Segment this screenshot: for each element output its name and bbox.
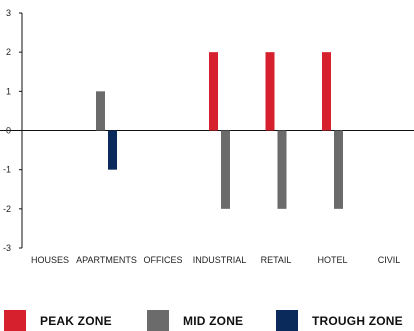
y-tick-label: 0: [6, 126, 11, 136]
y-tick-label: 3: [6, 8, 11, 18]
bar-mid-zone: [334, 130, 343, 209]
labels-layer: 3 2 1 0 -1 -2 -3 HOUSES APARTMENTS OFFICES INDUSTR…: [3, 8, 400, 265]
legend-swatch-mid-zone: [147, 310, 169, 331]
legend-swatch-peak-zone: [4, 310, 26, 331]
legend-item-peak-zone: PEAK ZONE: [4, 310, 112, 331]
legend-item-mid-zone: MID ZONE: [147, 310, 243, 331]
bar-peak-zone: [322, 52, 331, 131]
bar-mid-zone: [277, 130, 287, 209]
y-tick-label: -2: [3, 204, 11, 214]
legend-label-mid-zone: MID ZONE: [183, 313, 244, 328]
bar-peak-zone: [209, 52, 218, 131]
bar-trough-zone: [108, 130, 117, 170]
y-tick-label: -3: [3, 243, 11, 253]
bar-mid-zone: [221, 130, 230, 209]
legend-label-trough-zone: TROUGH ZONE: [312, 313, 403, 328]
x-category-label: CIVIL: [378, 255, 401, 265]
y-tick-label: -1: [3, 165, 11, 175]
bar-chart: 3 2 1 0 -1 -2 -3 HOUSES APARTMENTS OFFICES INDUSTR…: [0, 8, 414, 265]
legend-label-peak-zone: PEAK ZONE: [40, 313, 112, 328]
x-category-label: OFFICES: [143, 255, 182, 265]
x-category-label: HOTEL: [317, 255, 347, 265]
chart-legend: PEAK ZONE MID ZONE TROUGH ZONE: [0, 310, 414, 331]
x-category-label: RETAIL: [261, 255, 292, 265]
y-tick-label: 2: [6, 47, 11, 57]
bar-mid-zone: [96, 91, 105, 131]
legend-item-trough-zone: TROUGH ZONE: [276, 310, 403, 331]
x-category-label: APARTMENTS: [76, 255, 137, 265]
x-category-label: INDUSTRIAL: [193, 255, 247, 265]
axes-layer: [0, 12, 414, 249]
x-category-label: HOUSES: [31, 255, 69, 265]
legend-swatch-trough-zone: [276, 310, 298, 331]
y-tick-label: 1: [6, 86, 11, 96]
bars-layer: [96, 52, 343, 209]
bar-peak-zone: [265, 52, 275, 131]
